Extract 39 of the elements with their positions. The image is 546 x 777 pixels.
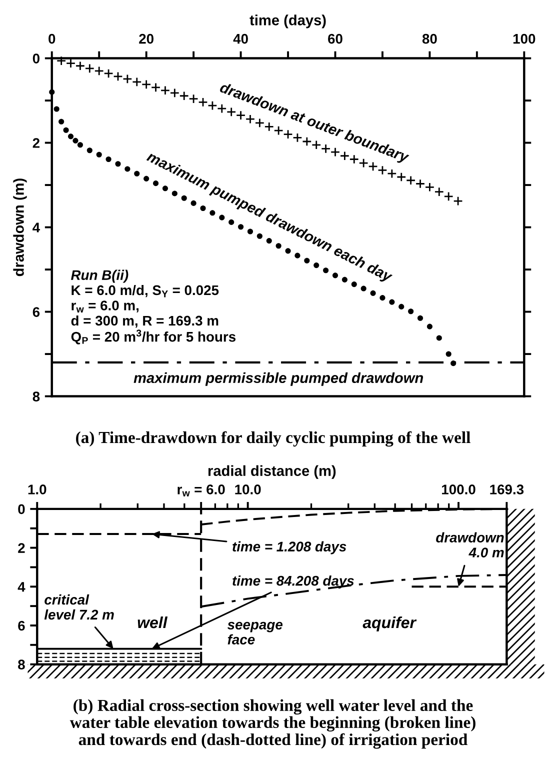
annotation: critical level 7.2 m <box>44 594 114 620</box>
y-tick-label: 0 <box>18 504 25 514</box>
x-tick-label: 60 <box>328 34 342 44</box>
y-axis-title: drawdown (m) <box>13 178 27 276</box>
y-tick-label: 6 <box>32 307 40 317</box>
y-tick-label: 8 <box>18 660 25 670</box>
annotation: K = 6.0 m/d, S$_{Y}$ = 0.025 <box>72 284 219 298</box>
y-tick-label: 2 <box>18 543 25 553</box>
annotation: time = 84.208 days <box>232 576 354 588</box>
x-axis-title: time (days) <box>250 14 326 28</box>
text: (a) Time-drawdown for daily cyclic pumping of the well <box>76 431 470 447</box>
x-tick-label: 100 <box>513 34 536 44</box>
text: (b) Radial cross-section showing well water level and the water table elevation towards the beginning (broken line) and towards end (dash-dotted line) of irrigation period <box>70 699 476 749</box>
annotation: seepage face <box>227 622 282 644</box>
x-tick-label: 10.0 <box>235 484 261 494</box>
x-tick-label: 100.0 <box>442 484 476 494</box>
annotation: Q$_{P}$ = 20 m$^{3}$/hr for 5 hours <box>71 330 236 344</box>
y-tick-label: 4 <box>18 582 26 592</box>
x-tick-label: 1.0 <box>28 484 46 494</box>
y-tick-label: 0 <box>32 54 40 64</box>
annotation: time = 1.208 days <box>232 541 346 554</box>
annotation: d = 300 m, R = 169.3 m <box>71 315 218 328</box>
y-tick-label: 6 <box>18 620 25 631</box>
x-tick-label: 169.3 <box>490 484 524 494</box>
y-tick-label: 2 <box>32 138 40 148</box>
annotation: r$_{w}$ = 6.0 m, <box>72 300 138 312</box>
y-tick-label: 8 <box>32 392 40 402</box>
x-tick-label: r$_{w}$ = 6.0 <box>178 484 225 496</box>
x-axis-title: radial distance (m) <box>208 465 336 479</box>
x-tick-label: 80 <box>422 34 437 44</box>
x-tick-label: 20 <box>139 34 154 44</box>
y-tick-label: 4 <box>32 222 40 232</box>
annotation: drawdown 4.0 m <box>436 532 504 558</box>
ref-line-label: maximum permissible pumped drawdown <box>134 372 424 386</box>
annotation: aquifer <box>362 616 417 632</box>
annotation: well <box>138 616 168 628</box>
x-tick-label: 40 <box>233 34 248 44</box>
annotation: Run B(ii) <box>71 270 128 283</box>
x-tick-label: 0 <box>48 34 56 44</box>
